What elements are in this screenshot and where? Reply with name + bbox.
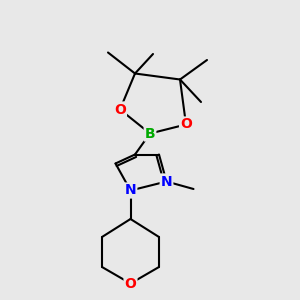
Text: O: O [124,277,136,290]
Text: B: B [145,127,155,140]
Text: N: N [161,175,172,188]
Text: O: O [114,103,126,116]
Text: O: O [180,118,192,131]
Text: N: N [125,184,136,197]
